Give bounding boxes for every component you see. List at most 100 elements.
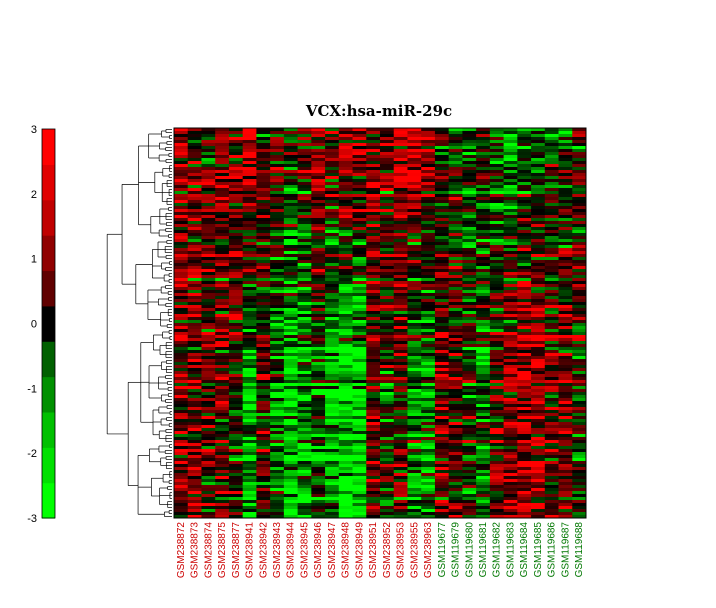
heatmap-cell [283,494,298,498]
heatmap-cell [489,386,504,390]
heatmap-cell [421,434,436,438]
heatmap-cell [489,365,504,369]
heatmap-cell [531,392,546,396]
heatmap-cell [283,398,298,402]
heatmap-cell [503,440,518,444]
heatmap-cell [462,326,477,330]
heatmap-cell [476,515,491,519]
heatmap-cell [462,440,477,444]
heatmap-cell [503,491,518,495]
heatmap-cell [366,242,381,246]
heatmap-cell [201,476,216,480]
heatmap-cell [448,206,463,210]
heatmap-cell [531,494,546,498]
heatmap-cell [256,257,271,261]
heatmap-cell [338,197,353,201]
heatmap-cell [201,515,216,519]
heatmap-cell [352,485,367,489]
heatmap-cell [297,389,312,393]
heatmap-cell [462,149,477,153]
heatmap-cell [228,464,244,468]
heatmap-cell [228,164,244,168]
heatmap-cell [366,446,381,450]
heatmap-cell [572,365,587,369]
heatmap-cell [228,383,244,387]
heatmap-cell [270,251,285,255]
heatmap-cell [434,395,450,399]
heatmap-cell [434,371,450,375]
heatmap-cell [187,281,202,285]
heatmap-cell [338,371,353,375]
heatmap-cell [517,224,532,228]
heatmap-cell [393,140,408,144]
heatmap-cell [352,134,367,138]
heatmap-cell [325,404,340,408]
heatmap-cell [242,458,257,462]
heatmap-cell [421,455,436,459]
colorbar-tick-label: 2 [31,189,37,201]
heatmap-cell [434,380,450,384]
heatmap-cell [476,215,491,219]
heatmap-cell [228,227,244,231]
heatmap-cell [503,230,518,234]
heatmap-cell [338,389,353,393]
heatmap-cell [544,296,559,300]
heatmap-cell [174,398,189,402]
heatmap-cell [531,467,546,471]
heatmap-cell [352,512,367,516]
heatmap-cell [380,152,395,156]
heatmap-cell [462,191,477,195]
heatmap-cell [421,449,436,453]
heatmap-cell [187,185,202,189]
heatmap-cell [572,173,587,177]
colorbar-segment [42,447,55,484]
heatmap-cell [297,254,312,258]
heatmap-cell [380,176,395,180]
heatmap-cell [174,194,189,198]
heatmap-cell [489,185,504,189]
heatmap-cell [489,413,504,417]
heatmap-cell [572,206,587,210]
heatmap-cell [531,407,546,411]
heatmap-cell [434,368,450,372]
heatmap-cell [297,374,312,378]
heatmap-cell [544,269,559,273]
heatmap-cell [366,212,381,216]
heatmap-cell [283,128,298,132]
heatmap-cell [476,233,491,237]
heatmap-cell [421,359,436,363]
heatmap-cell [476,347,491,351]
heatmap-cell [283,449,298,453]
heatmap-cell [489,287,504,291]
heatmap-cell [366,227,381,231]
heatmap-cell [174,356,189,360]
heatmap-cell [215,266,230,270]
heatmap-cell [256,488,271,492]
heatmap-cell [434,185,450,189]
heatmap-cell [544,155,559,159]
heatmap-cell [476,431,491,435]
heatmap-cell [187,203,202,207]
heatmap-cell [338,302,353,306]
heatmap-cell [421,272,436,276]
heatmap-cell [407,353,422,357]
heatmap-cell [572,311,587,315]
heatmap-cell [393,131,408,135]
heatmap-cell [421,353,436,357]
heatmap-cell [283,359,298,363]
heatmap-cell [531,365,546,369]
heatmap-cell [352,413,367,417]
heatmap-cell [558,437,573,441]
heatmap-cell [215,329,230,333]
heatmap-cell [325,482,340,486]
heatmap-cell [489,257,504,261]
heatmap-cell [297,197,312,201]
heatmap-cell [380,488,395,492]
heatmap-cell [352,257,367,261]
heatmap-cell [352,365,367,369]
heatmap-cell [448,191,463,195]
heatmap-cell [338,263,353,267]
heatmap-cell [407,338,422,342]
heatmap-cell [407,476,422,480]
heatmap-cell [503,482,518,486]
